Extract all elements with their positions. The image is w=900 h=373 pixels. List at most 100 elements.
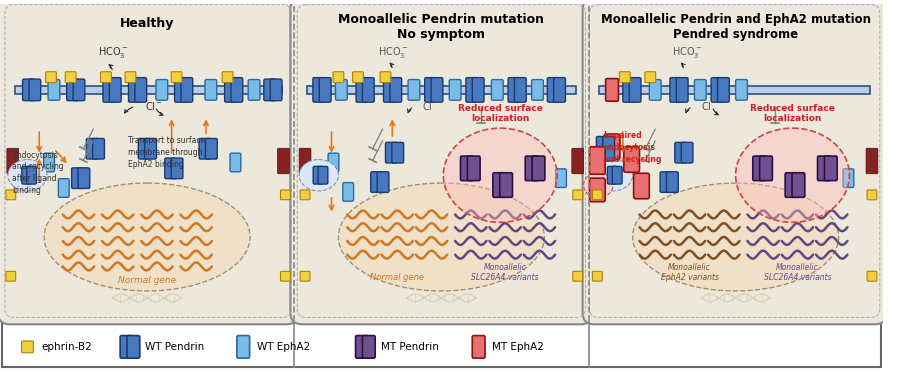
FancyBboxPatch shape [392, 142, 403, 163]
FancyBboxPatch shape [629, 78, 641, 102]
FancyBboxPatch shape [129, 78, 140, 102]
FancyBboxPatch shape [597, 137, 608, 161]
FancyBboxPatch shape [363, 336, 375, 358]
FancyBboxPatch shape [313, 78, 325, 102]
FancyBboxPatch shape [264, 79, 275, 101]
Bar [307, 86, 576, 94]
FancyBboxPatch shape [390, 78, 401, 102]
FancyBboxPatch shape [86, 138, 98, 159]
Text: HCO$_3^-$: HCO$_3^-$ [98, 45, 129, 60]
FancyBboxPatch shape [6, 271, 15, 281]
Ellipse shape [735, 128, 850, 222]
FancyBboxPatch shape [205, 79, 217, 100]
FancyBboxPatch shape [363, 78, 374, 102]
FancyBboxPatch shape [336, 79, 347, 100]
FancyBboxPatch shape [792, 173, 805, 197]
Ellipse shape [338, 183, 544, 291]
FancyBboxPatch shape [383, 78, 395, 102]
Text: Reduced surface
localization: Reduced surface localization [750, 104, 835, 123]
FancyBboxPatch shape [649, 79, 662, 100]
Bar [14, 86, 283, 94]
FancyBboxPatch shape [171, 158, 183, 179]
Text: WT Pendrin: WT Pendrin [145, 342, 204, 352]
FancyBboxPatch shape [449, 79, 461, 100]
FancyBboxPatch shape [431, 78, 443, 102]
FancyBboxPatch shape [333, 72, 344, 82]
FancyBboxPatch shape [181, 78, 193, 102]
FancyBboxPatch shape [353, 72, 364, 82]
Text: Cl$^-$: Cl$^-$ [145, 100, 163, 112]
FancyBboxPatch shape [291, 0, 592, 324]
FancyBboxPatch shape [101, 72, 112, 82]
Text: WT EphA2: WT EphA2 [257, 342, 310, 352]
Bar [599, 86, 870, 94]
FancyBboxPatch shape [135, 78, 147, 102]
FancyBboxPatch shape [171, 72, 182, 82]
FancyBboxPatch shape [300, 190, 310, 200]
FancyBboxPatch shape [281, 190, 291, 200]
FancyBboxPatch shape [867, 190, 877, 200]
FancyBboxPatch shape [22, 341, 33, 353]
FancyBboxPatch shape [843, 169, 854, 188]
FancyBboxPatch shape [248, 79, 260, 100]
FancyBboxPatch shape [866, 148, 878, 174]
FancyBboxPatch shape [125, 72, 136, 82]
Ellipse shape [633, 183, 839, 291]
FancyBboxPatch shape [493, 173, 506, 197]
FancyBboxPatch shape [572, 271, 582, 281]
FancyBboxPatch shape [623, 78, 634, 102]
Text: Monoallelic
SLC26A4 variants: Monoallelic SLC26A4 variants [472, 263, 539, 282]
FancyBboxPatch shape [281, 271, 291, 281]
Ellipse shape [444, 128, 557, 222]
FancyBboxPatch shape [121, 336, 133, 358]
FancyBboxPatch shape [472, 78, 484, 102]
Text: Normal gene: Normal gene [118, 276, 176, 285]
FancyBboxPatch shape [670, 78, 681, 102]
FancyBboxPatch shape [46, 72, 57, 82]
Text: Monoallelic
EphA2 variants: Monoallelic EphA2 variants [661, 263, 718, 282]
FancyBboxPatch shape [328, 153, 339, 172]
FancyBboxPatch shape [175, 78, 186, 102]
FancyBboxPatch shape [867, 271, 877, 281]
FancyBboxPatch shape [603, 137, 615, 161]
FancyBboxPatch shape [377, 172, 389, 192]
FancyBboxPatch shape [554, 78, 565, 102]
FancyBboxPatch shape [343, 182, 354, 201]
FancyBboxPatch shape [230, 153, 241, 172]
Text: Normal gene: Normal gene [370, 273, 424, 282]
FancyBboxPatch shape [29, 79, 40, 101]
FancyBboxPatch shape [532, 79, 544, 100]
FancyBboxPatch shape [300, 271, 310, 281]
FancyBboxPatch shape [313, 166, 323, 184]
Text: Monoallelic
SLC26A4 variants: Monoallelic SLC26A4 variants [763, 263, 832, 282]
FancyBboxPatch shape [590, 178, 605, 202]
FancyBboxPatch shape [78, 168, 90, 188]
FancyBboxPatch shape [681, 142, 693, 163]
FancyBboxPatch shape [205, 138, 217, 159]
FancyBboxPatch shape [619, 72, 630, 82]
FancyBboxPatch shape [667, 172, 679, 192]
FancyBboxPatch shape [222, 72, 233, 82]
FancyBboxPatch shape [43, 153, 54, 172]
FancyBboxPatch shape [467, 156, 480, 181]
FancyBboxPatch shape [572, 148, 583, 174]
FancyBboxPatch shape [277, 148, 289, 174]
FancyBboxPatch shape [165, 158, 176, 179]
FancyBboxPatch shape [6, 190, 15, 200]
FancyBboxPatch shape [425, 78, 436, 102]
FancyBboxPatch shape [356, 336, 368, 358]
FancyBboxPatch shape [408, 79, 419, 100]
FancyBboxPatch shape [93, 138, 104, 159]
FancyBboxPatch shape [385, 142, 397, 163]
FancyBboxPatch shape [526, 156, 538, 181]
FancyBboxPatch shape [817, 156, 831, 181]
FancyBboxPatch shape [461, 156, 473, 181]
FancyBboxPatch shape [145, 138, 157, 159]
FancyBboxPatch shape [199, 138, 211, 159]
FancyBboxPatch shape [660, 172, 672, 192]
FancyBboxPatch shape [299, 148, 310, 174]
Text: Cl$^-$: Cl$^-$ [422, 100, 440, 112]
FancyBboxPatch shape [22, 166, 32, 184]
Ellipse shape [8, 160, 47, 191]
FancyBboxPatch shape [466, 78, 478, 102]
